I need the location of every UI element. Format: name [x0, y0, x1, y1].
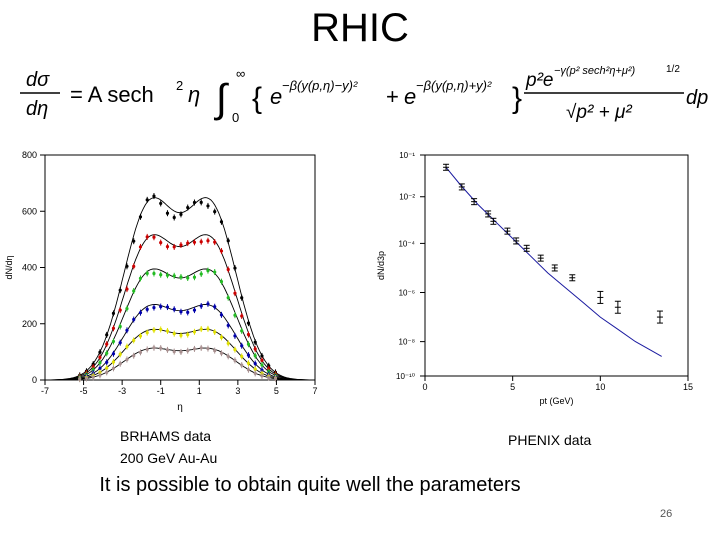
x-tick-label: -5 — [80, 386, 88, 396]
y-tick-label: 10⁻⁸ — [399, 338, 416, 347]
fit-curve — [45, 197, 315, 381]
formula-integral: ∫ — [214, 77, 230, 121]
formula-plus: + — [386, 84, 399, 109]
page-number: 26 — [660, 508, 673, 520]
caption-phenix: PHENIX data — [508, 432, 592, 448]
x-tick-label: 10 — [595, 382, 605, 392]
x-tick-label: -7 — [41, 386, 49, 396]
fit-curve — [45, 304, 315, 381]
brahms-chart: 0 200 400 600 800 -7 -5 -3 -1 1 3 5 7 dN/dη η — [4, 150, 318, 413]
y-tick-label: 400 — [22, 263, 37, 273]
formula-exp1: e — [270, 84, 282, 109]
x-tick-label: 0 — [422, 382, 427, 392]
y-tick-label: 800 — [22, 150, 37, 160]
x-tick-label: 3 — [235, 386, 240, 396]
x-tick-label: 5 — [274, 386, 279, 396]
formula-int-lower: 0 — [232, 110, 239, 125]
phenix-chart: 10⁻¹ 10⁻² 10⁻⁴ 10⁻⁶ 10⁻⁸ 10⁻¹⁰ 0 5 10 15 dN/d3p pt … — [376, 151, 693, 406]
y-tick-label: 200 — [22, 319, 37, 329]
conclusion-note: It is possible to obtain quite well the … — [99, 474, 521, 496]
formula-dp: dp — [686, 87, 708, 109]
fit-curve — [44, 234, 316, 381]
formula-eq: = A sech — [70, 82, 154, 107]
formula-exp1-sup: −β(y(p,η)−y)² — [282, 78, 358, 93]
fit-curve — [445, 166, 662, 357]
x-tick-label: -3 — [118, 386, 126, 396]
formula-square: 2 — [176, 78, 183, 93]
x-tick-label: 1 — [197, 386, 202, 396]
formula-frac-num-sup2: 1/2 — [666, 64, 680, 75]
formula-frac-den: √p² + μ² — [566, 102, 632, 123]
plot-frame — [424, 154, 689, 377]
caption-brahms-energy: 200 GeV Au-Au — [120, 450, 218, 466]
formula-exp2-sup: −β(y(p,η)+y)² — [416, 78, 492, 93]
formula: dσ dη = A sech 2 η ∫ ∞ 0 { e −β(y(p,η)−y… — [20, 64, 708, 125]
y-tick-label: 10⁻¹ — [399, 151, 415, 160]
slide-title: RHIC — [311, 6, 409, 50]
formula-exp2: e — [404, 84, 416, 109]
y-tick-label: 10⁻¹⁰ — [396, 372, 415, 381]
y-tick-label: 600 — [22, 206, 37, 216]
plot-frame — [44, 154, 316, 381]
fit-curve — [45, 268, 315, 381]
y-axis-label: dN/d3p — [376, 251, 386, 280]
x-tick-label: 7 — [312, 386, 317, 396]
x-tick-label: 15 — [683, 382, 693, 392]
formula-eta: η — [188, 82, 200, 107]
x-axis-label: η — [177, 402, 183, 413]
formula-brace-close: } — [512, 82, 522, 115]
x-tick-label: 5 — [510, 382, 515, 392]
x-axis-label: pt (GeV) — [539, 396, 573, 406]
x-tick-label: -1 — [157, 386, 165, 396]
y-axis-label: dN/dη — [4, 255, 14, 279]
formula-lhs-den: dη — [26, 98, 48, 120]
y-tick-label: 10⁻⁶ — [399, 289, 415, 298]
y-tick-label: 10⁻² — [399, 193, 415, 202]
formula-frac-num: p²e — [525, 70, 553, 91]
y-tick-label: 0 — [32, 375, 37, 385]
y-tick-label: 10⁻⁴ — [398, 239, 415, 248]
formula-lhs-num: dσ — [26, 69, 50, 91]
formula-frac-num-sup: −γ(p² sech²η+μ²) — [554, 65, 636, 77]
formula-int-upper: ∞ — [236, 66, 245, 81]
caption-brahms: BRHAMS data — [120, 428, 212, 444]
formula-brace-open: { — [252, 82, 262, 115]
